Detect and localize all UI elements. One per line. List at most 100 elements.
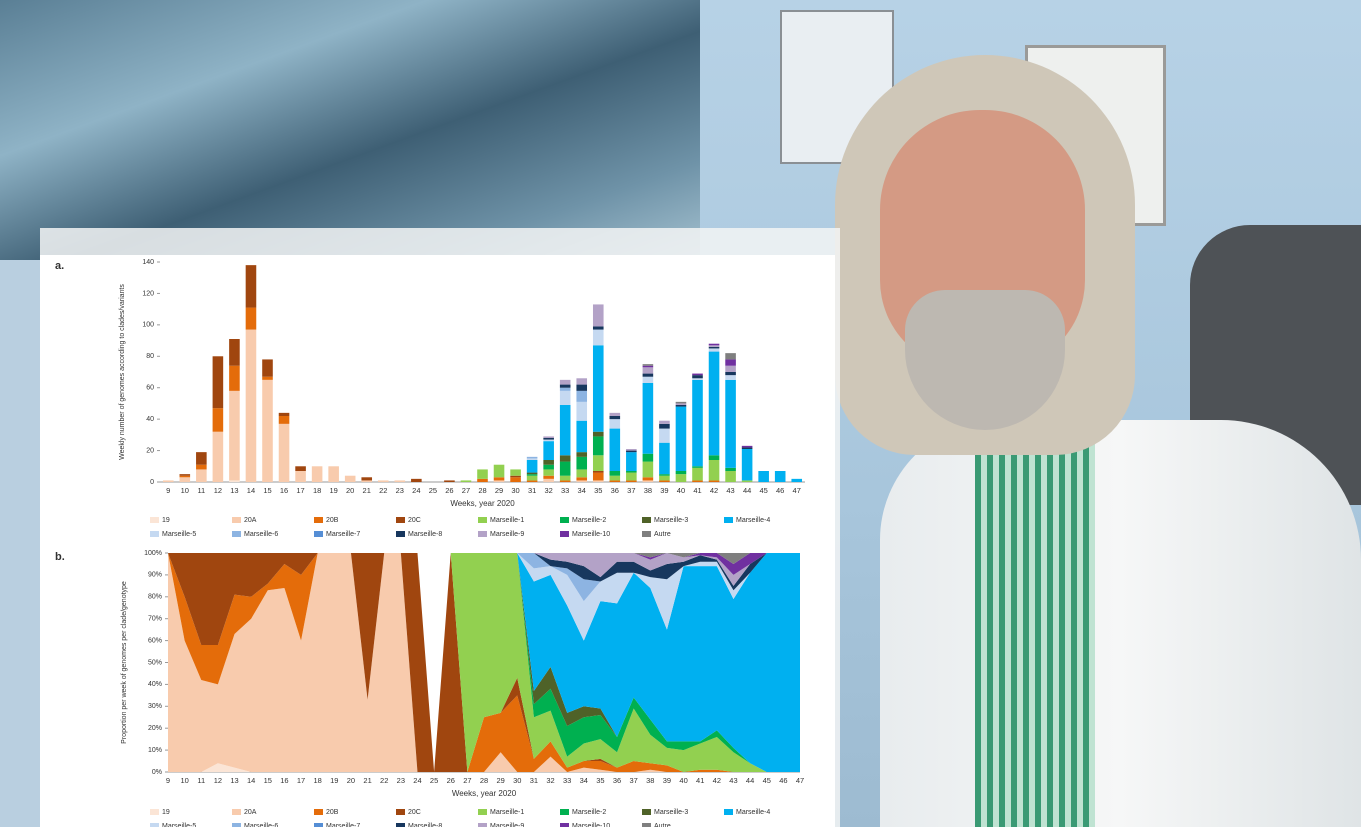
bar-segment bbox=[246, 330, 257, 482]
y-tick-label: 0 bbox=[150, 479, 154, 486]
legend-label: Marseille-7 bbox=[326, 823, 360, 827]
y-tick-label: 60% bbox=[148, 637, 162, 644]
legend-label: Autre bbox=[654, 531, 671, 538]
bar-segment bbox=[477, 479, 488, 482]
bar-segment bbox=[626, 473, 637, 481]
bar-segment bbox=[626, 449, 637, 451]
x-tick-label: 37 bbox=[630, 776, 638, 785]
legend-label: 20C bbox=[408, 809, 421, 816]
y-tick-label: 80% bbox=[148, 594, 162, 601]
bar-segment bbox=[709, 480, 720, 482]
bar-segment bbox=[477, 469, 488, 478]
bar-segment bbox=[725, 366, 736, 372]
x-tick-label: 35 bbox=[596, 776, 604, 785]
x-tick-label: 38 bbox=[646, 776, 654, 785]
bar-segment bbox=[196, 469, 207, 482]
x-tick-label: 13 bbox=[230, 776, 238, 785]
y-tick-label: 10% bbox=[148, 747, 162, 754]
legend-swatch bbox=[396, 809, 405, 815]
x-tick-label: 45 bbox=[763, 776, 771, 785]
y-tick-label: 70% bbox=[148, 616, 162, 623]
bar-segment bbox=[576, 421, 587, 452]
x-tick-label: 40 bbox=[677, 486, 685, 495]
x-tick-label: 43 bbox=[729, 776, 737, 785]
legend-swatch bbox=[560, 809, 569, 815]
x-tick-label: 26 bbox=[447, 776, 455, 785]
bar-segment bbox=[229, 366, 240, 391]
x-tick-label: 40 bbox=[679, 776, 687, 785]
legend-label: Autre bbox=[654, 823, 671, 827]
x-tick-label: 44 bbox=[746, 776, 754, 785]
bar-segment bbox=[576, 402, 587, 421]
x-tick-label: 19 bbox=[330, 776, 338, 785]
bar-segment bbox=[742, 480, 753, 482]
bar-segment bbox=[593, 455, 604, 471]
bar-segment bbox=[643, 454, 654, 462]
legend-label: Marseille-8 bbox=[408, 823, 442, 827]
bar-segment bbox=[593, 471, 604, 473]
bar-segment bbox=[610, 471, 621, 476]
bar-segment bbox=[527, 457, 538, 459]
legend-label: Marseille-1 bbox=[490, 809, 524, 816]
bar-segment bbox=[510, 476, 521, 478]
x-axis-title: Weeks, year 2020 bbox=[452, 789, 517, 798]
bar-segment bbox=[725, 471, 736, 482]
bar-segment bbox=[543, 440, 554, 442]
bar-segment bbox=[543, 469, 554, 475]
bar-segment bbox=[411, 479, 422, 482]
x-tick-label: 17 bbox=[296, 486, 304, 495]
y-tick-label: 140 bbox=[142, 259, 154, 266]
legend-swatch bbox=[150, 531, 159, 537]
bar-segment bbox=[543, 438, 554, 440]
bar-segment bbox=[692, 466, 703, 468]
x-tick-label: 34 bbox=[578, 486, 586, 495]
y-tick-label: 60 bbox=[146, 385, 154, 392]
legend-swatch bbox=[314, 517, 323, 523]
x-tick-label: 36 bbox=[613, 776, 621, 785]
bar-segment bbox=[725, 380, 736, 468]
bar-segment bbox=[593, 304, 604, 326]
x-tick-label: 23 bbox=[397, 776, 405, 785]
bar-segment bbox=[643, 366, 654, 368]
x-tick-label: 14 bbox=[247, 776, 255, 785]
x-tick-label: 35 bbox=[594, 486, 602, 495]
bar-segment bbox=[676, 407, 687, 471]
legend-swatch bbox=[560, 823, 569, 827]
legend-label: Marseille-3 bbox=[654, 517, 688, 524]
legend-swatch bbox=[478, 809, 487, 815]
bar-segment bbox=[560, 380, 571, 385]
legend-label: 19 bbox=[162, 517, 170, 524]
bar-segment bbox=[709, 352, 720, 456]
legend-swatch bbox=[478, 517, 487, 523]
bar-segment bbox=[576, 477, 587, 480]
bar-segment bbox=[709, 348, 720, 351]
legend-swatch bbox=[232, 531, 241, 537]
legend-swatch bbox=[478, 823, 487, 827]
bar-segment bbox=[163, 480, 174, 482]
bar-segment bbox=[593, 480, 604, 482]
x-tick-label: 29 bbox=[496, 776, 504, 785]
legend-swatch bbox=[478, 531, 487, 537]
bar-segment bbox=[676, 402, 687, 404]
x-tick-label: 46 bbox=[779, 776, 787, 785]
legend-label: Marseille-10 bbox=[572, 823, 610, 827]
bar-segment bbox=[262, 359, 273, 376]
bar-segment bbox=[312, 466, 323, 482]
bar-segment bbox=[576, 452, 587, 457]
bar-segment bbox=[527, 476, 538, 481]
legend-label: Marseille-5 bbox=[162, 531, 196, 538]
x-tick-label: 20 bbox=[347, 776, 355, 785]
bar-segment bbox=[229, 339, 240, 366]
x-tick-label: 16 bbox=[280, 486, 288, 495]
legend-swatch bbox=[314, 809, 323, 815]
bar-segment bbox=[593, 345, 604, 431]
legend-swatch bbox=[232, 517, 241, 523]
legend-label: Marseille-7 bbox=[326, 531, 360, 538]
legend-swatch bbox=[724, 517, 733, 523]
legend-label: Marseille-10 bbox=[572, 531, 610, 538]
bar-segment bbox=[725, 375, 736, 380]
bar-segment bbox=[626, 480, 637, 482]
bar-segment bbox=[279, 424, 290, 482]
bar-segment bbox=[361, 477, 372, 480]
bar-segment bbox=[659, 443, 670, 474]
